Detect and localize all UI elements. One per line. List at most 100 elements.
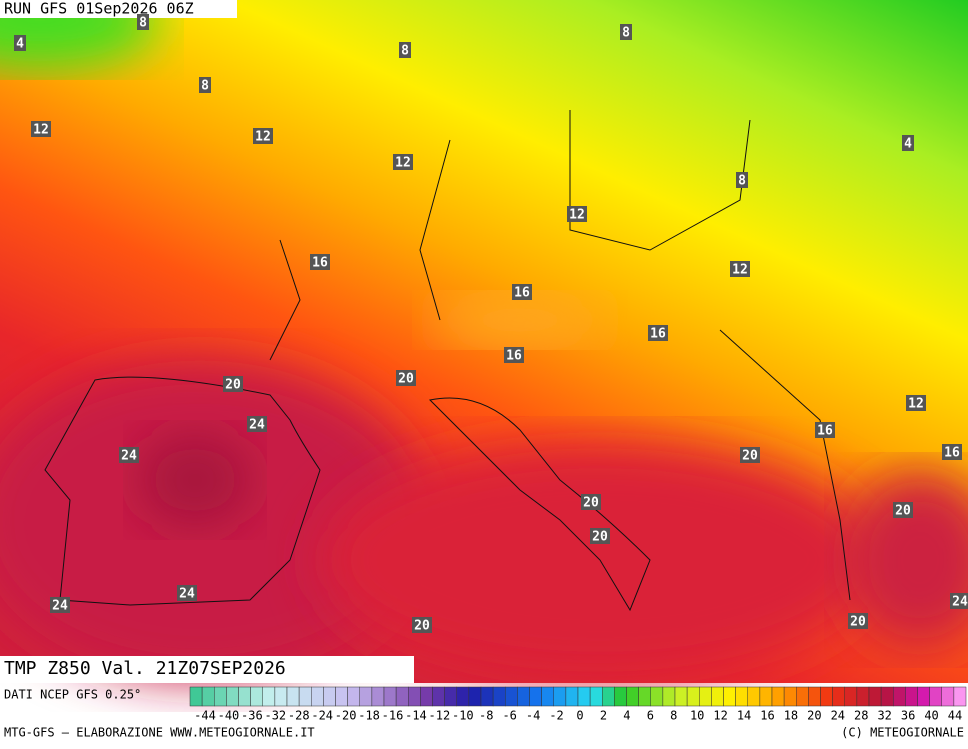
colorbar-tick-label: -32 bbox=[264, 709, 286, 723]
colorbar-tick-label: -16 bbox=[382, 709, 404, 723]
colorbar-tick-label: 18 bbox=[784, 709, 798, 723]
contour-label-box bbox=[736, 172, 748, 188]
contour-label-box bbox=[396, 370, 416, 386]
contour-label-box bbox=[137, 14, 149, 30]
colorbar-swatch bbox=[335, 686, 348, 707]
colorbar-swatch bbox=[723, 686, 736, 707]
contour-label: 16 bbox=[506, 349, 522, 364]
colorbar-tick-label: -40 bbox=[218, 709, 240, 723]
contour-label: 8 bbox=[201, 79, 209, 94]
contour-label-box bbox=[893, 502, 913, 518]
contour-label: 20 bbox=[414, 619, 430, 634]
colorbar-swatch bbox=[868, 686, 882, 707]
contour-label-box bbox=[620, 24, 632, 40]
contour-label: 8 bbox=[139, 16, 147, 31]
colorbar-tick-label: -4 bbox=[526, 709, 540, 723]
contour-label: 24 bbox=[179, 587, 195, 602]
colorbar-swatch bbox=[832, 686, 845, 707]
colorbar-swatch bbox=[250, 686, 263, 707]
contour-label-box bbox=[199, 77, 211, 93]
colorbar-swatch bbox=[395, 686, 409, 707]
colorbar-swatch bbox=[917, 686, 930, 707]
contour-label-box bbox=[14, 35, 26, 51]
contour-label: 12 bbox=[732, 263, 748, 278]
colorbar-tick-label: 24 bbox=[831, 709, 845, 723]
colorbar-swatch bbox=[432, 686, 445, 707]
contour-label-box bbox=[512, 284, 532, 300]
colorbar-swatch bbox=[929, 686, 942, 707]
contour-label: 16 bbox=[817, 424, 833, 439]
colorbar-swatch bbox=[662, 686, 676, 707]
colorbar-swatch bbox=[359, 686, 373, 707]
colorbar-swatch bbox=[480, 686, 494, 707]
colorbar-swatch bbox=[347, 686, 360, 707]
contour-label-box bbox=[740, 447, 760, 463]
colorbar-swatch bbox=[796, 686, 809, 707]
contour-label: 4 bbox=[904, 137, 912, 152]
contour-label-box bbox=[393, 154, 413, 170]
colorbar-swatch bbox=[711, 686, 724, 707]
contour-label-box bbox=[253, 128, 273, 144]
colorbar-swatch bbox=[529, 686, 542, 707]
colorbar-swatch bbox=[759, 686, 773, 707]
contour-label-box bbox=[906, 395, 926, 411]
colorbar-swatch bbox=[674, 686, 688, 707]
colorbar-tick-label: -8 bbox=[479, 709, 493, 723]
colorbar-tick-label: 40 bbox=[924, 709, 938, 723]
colorbar-swatch bbox=[444, 686, 457, 707]
contour-label-box bbox=[504, 347, 524, 363]
contour-label: 24 bbox=[952, 595, 968, 610]
contour-label-box bbox=[412, 617, 432, 633]
colorbar-swatch bbox=[650, 686, 664, 707]
colorbar-tick-label: 36 bbox=[901, 709, 915, 723]
contour-label: 8 bbox=[738, 174, 746, 189]
contour-label: 4 bbox=[16, 37, 24, 52]
colorbar-tick-label: -28 bbox=[288, 709, 310, 723]
contour-label: 16 bbox=[650, 327, 666, 342]
contour-label-box bbox=[247, 416, 267, 432]
colorbar-tick-label: 12 bbox=[713, 709, 727, 723]
colorbar-swatch bbox=[589, 686, 603, 707]
colorbar-swatch bbox=[905, 686, 918, 707]
contour-label-box bbox=[119, 447, 139, 463]
colorbar-swatch bbox=[553, 686, 567, 707]
colorbar-tick-label: -2 bbox=[549, 709, 563, 723]
contour-label: 20 bbox=[583, 496, 599, 511]
colorbar-swatch bbox=[699, 686, 712, 707]
colorbar-swatch bbox=[953, 686, 967, 707]
contour-label: 16 bbox=[312, 256, 328, 271]
colorbar-swatch bbox=[783, 686, 797, 707]
contour-label-box bbox=[815, 422, 835, 438]
colorbar-swatch bbox=[602, 686, 615, 707]
contour-label: 16 bbox=[514, 286, 530, 301]
colorbar-swatch bbox=[565, 686, 579, 707]
contour-label-box bbox=[648, 325, 668, 341]
colorbar-swatch bbox=[517, 686, 530, 707]
colorbar-swatch bbox=[214, 686, 227, 707]
run-box bbox=[0, 0, 237, 18]
contour-label: 12 bbox=[569, 208, 585, 223]
contour-label: 20 bbox=[895, 504, 911, 519]
colorbar-tick-label: -20 bbox=[335, 709, 357, 723]
colorbar-swatch bbox=[820, 686, 833, 707]
colorbar-swatch bbox=[226, 686, 239, 707]
contour-label-box bbox=[581, 494, 601, 510]
contour-label: 24 bbox=[52, 599, 68, 614]
colorbar-tick-label: 14 bbox=[737, 709, 751, 723]
contour-label: 20 bbox=[398, 372, 414, 387]
contour-label: 24 bbox=[121, 449, 137, 464]
colorbar-swatch bbox=[274, 686, 288, 707]
contour-label: 8 bbox=[401, 44, 409, 59]
colorbar-swatch bbox=[577, 686, 591, 707]
contour-label-box bbox=[50, 597, 70, 613]
contour-label-box bbox=[31, 121, 51, 137]
colorbar-swatch bbox=[771, 686, 785, 707]
contour-label-box bbox=[567, 206, 587, 222]
colorbar-swatch bbox=[808, 686, 821, 707]
colorbar-swatch bbox=[856, 686, 870, 707]
contour-label: 12 bbox=[395, 156, 411, 171]
colorbar-swatch bbox=[238, 686, 251, 707]
colorbar-tick-label: 20 bbox=[807, 709, 821, 723]
colorbar-swatch bbox=[371, 686, 385, 707]
colorbar-source: DATI NCEP GFS 0.25° bbox=[4, 688, 141, 702]
